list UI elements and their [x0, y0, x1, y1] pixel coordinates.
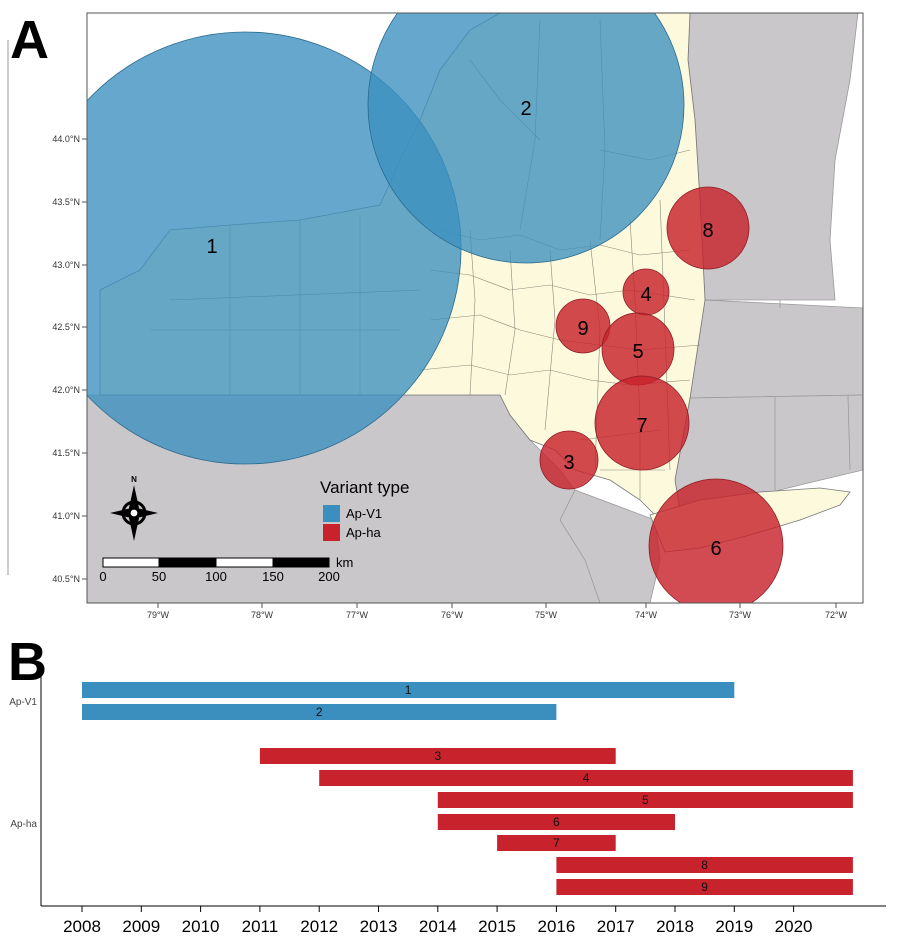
cluster-9-label: 9 — [577, 318, 588, 340]
timeline-bar-2 — [82, 704, 557, 720]
timeline-x-ticks: 2008 2009 2010 2011 2012 2013 2014 2015 2016 2017… — [63, 906, 813, 936]
cluster-3-circle — [539, 430, 599, 490]
legend-swatch-ap-v1 — [323, 505, 340, 522]
timeline-bar-4 — [319, 770, 853, 786]
x-tick-label: 2015 — [478, 917, 516, 936]
x-tick-label: 2016 — [537, 917, 575, 936]
scale-label: 100 — [205, 569, 227, 584]
lon-tick-label: 75°W — [535, 610, 558, 620]
x-tick-label: 2009 — [122, 917, 160, 936]
timeline-bar-label-1: 1 — [405, 683, 412, 697]
lon-tick-label: 74°W — [635, 610, 658, 620]
timeline-bar-label-8: 8 — [701, 858, 708, 872]
map-frame — [86, 12, 864, 604]
lon-tick-label: 78°W — [251, 610, 274, 620]
timeline-bar-label-2: 2 — [316, 705, 323, 719]
scale-label: 200 — [318, 569, 340, 584]
x-tick-label: 2010 — [182, 917, 220, 936]
cluster-5-label: 5 — [632, 341, 643, 363]
timeline-bar-5 — [437, 792, 853, 808]
compass-rose-icon: N — [110, 475, 158, 541]
compass-north-label: N — [131, 475, 137, 484]
lat-tick-label: 42.5°N — [52, 322, 80, 332]
latitude-axis: 44.0°N 43.5°N 43.0°N 42.5°N 42.0°N 41.5°… — [52, 134, 87, 584]
scale-unit: km — [336, 555, 353, 570]
cluster-7-label: 7 — [636, 415, 647, 437]
timeline-bar-1 — [82, 682, 735, 698]
timeline-bar-9 — [556, 879, 853, 895]
x-tick-label: 2012 — [300, 917, 338, 936]
lon-tick-label: 72°W — [825, 610, 848, 620]
category-label-ap-ha: Ap-ha — [10, 819, 37, 830]
cluster-8-label: 8 — [702, 220, 713, 242]
lon-tick-label: 73°W — [729, 610, 752, 620]
legend-label-ap-ha: Ap-ha — [346, 525, 381, 540]
x-tick-label: 2019 — [715, 917, 753, 936]
timeline-bar-label-9: 9 — [701, 880, 708, 894]
lat-tick-label: 42.0°N — [52, 385, 80, 395]
timeline-bar-3 — [259, 748, 616, 764]
x-tick-label: 2013 — [360, 917, 398, 936]
x-tick-label: 2020 — [775, 917, 813, 936]
cluster-2-label: 2 — [520, 98, 531, 120]
timeline-bar-7 — [497, 835, 616, 851]
cluster-6-label: 6 — [710, 538, 721, 560]
timeline-bar-label-4: 4 — [583, 771, 590, 785]
cluster-2-circle — [367, 13, 685, 264]
cluster-8-circle — [666, 186, 750, 270]
x-tick-label: 2018 — [656, 917, 694, 936]
timeline-bar-label-3: 3 — [434, 749, 441, 763]
cluster-6-circle — [648, 478, 784, 603]
x-tick-label: 2017 — [597, 917, 635, 936]
lat-tick-label: 41.5°N — [52, 448, 80, 458]
timeline-bar-8 — [556, 857, 853, 873]
cluster-1-label: 1 — [206, 236, 217, 258]
timeline-bar-label-7: 7 — [553, 836, 560, 850]
scale-label: 150 — [262, 569, 284, 584]
lat-tick-label: 43.5°N — [52, 197, 80, 207]
cluster-7-circle — [594, 375, 690, 471]
panel-a-label: A — [10, 10, 49, 70]
lon-tick-label: 77°W — [346, 610, 369, 620]
legend-title: Variant type — [320, 478, 409, 497]
longitude-axis: 79°W 78°W 77°W 76°W 75°W 74°W 73°W 72°W — [147, 603, 848, 620]
x-tick-label: 2014 — [419, 917, 457, 936]
timeline-bar-label-5: 5 — [642, 793, 649, 807]
timeline-bar-label-6: 6 — [553, 815, 560, 829]
massachusetts-region — [689, 299, 863, 399]
legend-label-ap-v1: Ap-V1 — [346, 506, 382, 521]
lon-tick-label: 76°W — [441, 610, 464, 620]
scale-label: 0 — [99, 569, 106, 584]
lat-tick-label: 43.0°N — [52, 260, 80, 270]
x-tick-label: 2011 — [242, 917, 279, 936]
x-tick-label: 2008 — [63, 917, 101, 936]
category-label-ap-v1: Ap-V1 — [9, 697, 37, 708]
scale-label: 50 — [152, 569, 166, 584]
legend-swatch-ap-ha — [323, 524, 340, 541]
lon-tick-label: 79°W — [147, 610, 170, 620]
timeline-bars: 1 2 3 4 5 6 7 8 9 — [82, 682, 853, 895]
cluster-3-label: 3 — [563, 452, 574, 474]
lat-tick-label: 40.5°N — [52, 574, 80, 584]
cluster-4-label: 4 — [640, 284, 651, 306]
lat-tick-label: 41.0°N — [52, 511, 80, 521]
timeline-bar-6 — [437, 814, 675, 830]
scale-bar: 0 50 100 150 200 km — [99, 555, 353, 584]
lat-tick-label: 44.0°N — [52, 134, 80, 144]
map-legend: Variant type Ap-V1 Ap-ha — [320, 478, 409, 541]
map-area — [87, 13, 863, 603]
